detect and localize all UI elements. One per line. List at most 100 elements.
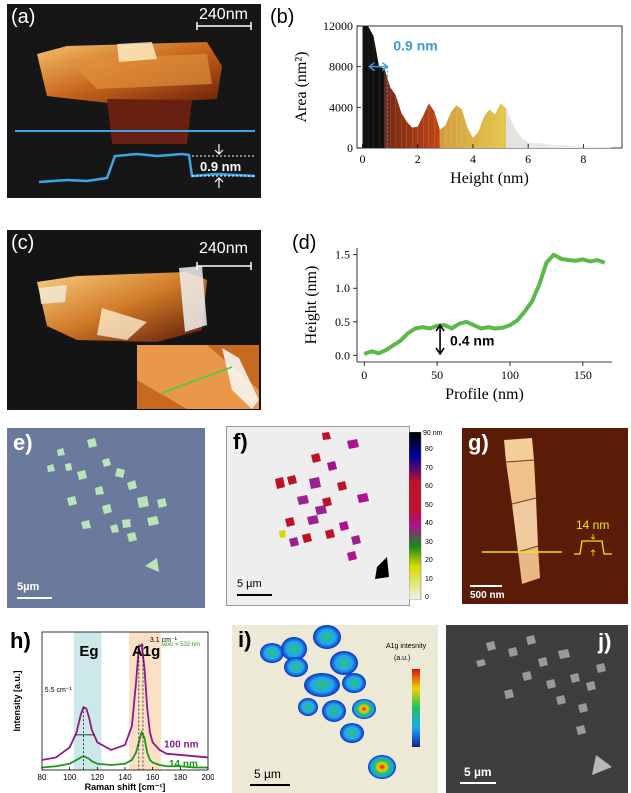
histogram-bar <box>390 87 396 148</box>
y-tick-label-b: 4000 <box>329 100 353 114</box>
panel-g-profile-label: 14 nm <box>576 518 610 532</box>
histogram-bar <box>373 36 380 148</box>
panel-i-raman-map: i) A1g intesnity (a.u.) 5 µm <box>232 625 438 793</box>
x-tick-label-b: 0 <box>360 152 366 166</box>
colorbar-f-tick: 10 <box>425 575 433 583</box>
histogram-bar <box>439 125 446 148</box>
annotation-shift-h: 3.1 cm⁻¹ <box>150 637 178 644</box>
histogram-bar <box>478 116 484 148</box>
histogram-bar <box>412 126 418 148</box>
optical-flakes-e <box>17 438 167 599</box>
histogram-bar <box>461 109 468 148</box>
colorbar-f-tick: 20 <box>425 557 433 564</box>
y-tick-label-d: 0.0 <box>335 348 350 362</box>
band-label-a1g: A1g <box>132 643 160 660</box>
histogram-bar <box>544 143 551 148</box>
x-tick-label-h: 100 <box>63 773 77 782</box>
histogram-bar <box>428 103 435 148</box>
panel-b-label: (b) <box>270 6 295 28</box>
y-axis-label-d: Height (nm) <box>303 266 320 345</box>
series-label-h: 14 nm <box>169 759 198 770</box>
y-tick-label-d: 1.5 <box>335 248 350 262</box>
histogram-bar <box>566 145 578 148</box>
panel-c-scalebar-label: 240nm <box>199 240 248 257</box>
histogram-bar <box>511 121 518 148</box>
y-axis-label-b: Area (nm²) <box>293 52 310 123</box>
laser-label-h: λexc = 532 nm <box>161 642 200 648</box>
panel-a-afm-image: (a) 240nm 0.9 nm <box>7 4 261 198</box>
histogram-bar <box>472 131 479 148</box>
raman-spectra-svg: 100 nm 14 nm 80 100 120 140 160 180 200 Raman shi… <box>12 631 214 792</box>
afm-flakes-f <box>237 432 389 596</box>
panel-a-label: (a) <box>11 6 36 28</box>
x-axis-label-d: Profile (nm) <box>445 386 524 403</box>
annotation-arrow-b <box>368 62 389 72</box>
histogram-bar <box>500 103 507 148</box>
afm-flake-c <box>37 262 259 409</box>
x-tick-label-b: 4 <box>470 152 476 166</box>
histogram-bar <box>599 146 611 148</box>
panel-i-scalebar-label: 5 µm <box>254 767 281 781</box>
panel-j-label: j) <box>598 629 612 654</box>
panel-j-sem-image: j) 5 µm <box>446 625 628 793</box>
y-tick-label-d: 0.5 <box>335 315 350 329</box>
panel-c-label: (c) <box>11 232 35 254</box>
raman-series-line <box>41 642 209 761</box>
histogram-bar <box>588 146 600 148</box>
histogram-bar <box>417 115 424 148</box>
histogram-bar <box>539 142 545 148</box>
y-tick-label-b: 12000 <box>323 19 353 33</box>
histogram-bar <box>550 144 556 148</box>
height-histogram-svg: 0 4000 8000 12000 0 2 4 6 8 Height (nm) Area (nm²)… <box>293 19 623 187</box>
histogram-bar <box>368 26 374 148</box>
histogram-bar <box>362 26 369 148</box>
x-tick-label-h: 140 <box>118 773 132 782</box>
x-tick-label-d: 50 <box>431 368 443 382</box>
annotation-fwhm-h: 5.5 cm⁻¹ <box>45 687 73 694</box>
panel-a-scalebar-label: 240nm <box>199 6 248 23</box>
histogram-bar <box>533 142 540 148</box>
x-tick-label-h: 180 <box>174 773 188 782</box>
panel-f-scalebar-label: 5 µm <box>237 578 262 590</box>
x-tick-label-h: 160 <box>146 773 160 782</box>
panel-h-raman-chart: 100 nm 14 nm 80 100 120 140 160 180 200 Raman shi… <box>4 622 214 793</box>
panel-e-label: e) <box>13 430 33 455</box>
histogram-bar <box>506 108 512 148</box>
panel-i-legend-unit: (a.u.) <box>394 655 411 662</box>
x-axis-label-b: Height (nm) <box>450 170 529 187</box>
histogram-bar <box>489 109 496 148</box>
histogram-bar <box>467 127 473 148</box>
height-profile-svg: 0.0 0.5 1.0 1.5 0 50 100 150 Profile (nm) Height … <box>303 248 612 403</box>
annotation-arrow-d <box>435 323 445 356</box>
histogram-bar <box>395 95 402 148</box>
afm-flake-g <box>470 438 612 587</box>
histogram-bar <box>483 109 490 148</box>
colorbar-f-tick: 60 <box>425 483 433 490</box>
colorbar-f-tick: 70 <box>425 464 433 472</box>
colorbar-f-unit: 90 nm <box>423 430 443 437</box>
panel-g-afm-image: g) 14 nm 500 nm <box>462 428 628 604</box>
panel-i-legend-title: A1g intesnity <box>386 643 427 650</box>
raman-series-line <box>41 729 208 769</box>
colorbar-f-tick: 30 <box>425 538 433 546</box>
histogram-bar <box>555 144 567 148</box>
histogram-bar <box>401 112 407 148</box>
panel-i-label: i) <box>238 627 252 652</box>
panel-g-label: g) <box>468 430 489 455</box>
panel-f-label: f) <box>233 429 248 454</box>
colorbar-f-tick: 40 <box>425 520 433 527</box>
y-tick-label-b: 8000 <box>329 60 353 74</box>
histogram-bar <box>423 103 429 148</box>
y-tick-label-b: 0 <box>347 141 353 155</box>
panel-d-chart: (d) 0.0 0.5 1.0 1.5 0 50 100 150 Profile (nm) Hei… <box>262 228 631 408</box>
histogram-bar <box>456 105 462 148</box>
histogram-bar <box>517 131 523 148</box>
x-tick-label-d: 150 <box>574 368 592 382</box>
band-eg <box>73 632 102 770</box>
sem-flakes-j <box>460 635 612 784</box>
x-tick-label-d: 100 <box>501 368 519 382</box>
histogram-bar <box>434 111 440 148</box>
histogram-bar <box>445 112 451 148</box>
band-label-eg: Eg <box>79 643 98 660</box>
histogram-bar <box>528 141 534 148</box>
